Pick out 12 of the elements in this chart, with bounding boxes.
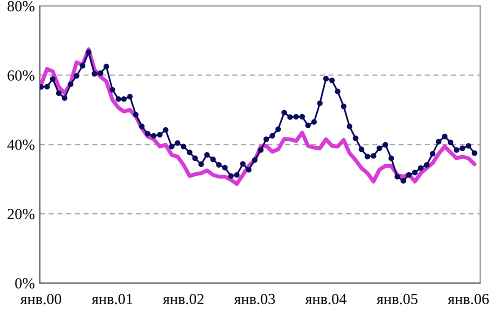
y-tick-label: 20% — [8, 208, 34, 220]
x-tick-label: янв.02 — [162, 294, 204, 304]
x-tick-label: янв.05 — [376, 294, 418, 304]
x-tick-label: янв.00 — [20, 294, 62, 304]
x-tick-label: янв.03 — [234, 294, 275, 304]
y-tick-label: 0% — [15, 278, 34, 289]
y-tick-label: 80% — [8, 1, 34, 12]
x-tick-label: янв.01 — [92, 294, 132, 304]
y-tick-label: 60% — [8, 70, 34, 81]
x-tick-label: янв.04 — [305, 294, 346, 304]
y-tick-label: 40% — [7, 140, 34, 150]
x-tick-label: янв.06 — [448, 294, 489, 304]
